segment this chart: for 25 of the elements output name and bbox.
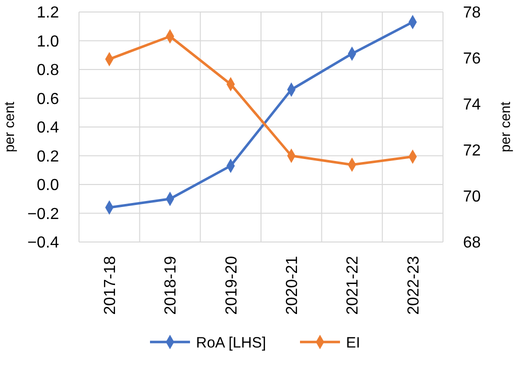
- y-tick-label: −0.4: [27, 234, 60, 252]
- text: 0.6: [36, 90, 59, 108]
- y2-tick-label: 70: [463, 188, 481, 206]
- y2-tick-label: 74: [463, 96, 481, 114]
- y2-tick-label: 76: [463, 50, 481, 68]
- y-axis-title: per cent: [1, 102, 17, 152]
- y-tick-label: −0.2: [27, 206, 60, 223]
- legend-label: RoA [LHS]: [196, 334, 266, 352]
- x-tick-label: 2019-20: [223, 256, 240, 315]
- x-tick-label: 2017-18: [102, 256, 119, 315]
- x-tick-label: 2022-23: [405, 256, 422, 315]
- x-tick-label: 2021-22: [344, 256, 362, 315]
- x-tick-label: 2018-19: [162, 256, 180, 315]
- legend-label: EI: [346, 334, 360, 352]
- y2-tick-label: 72: [463, 142, 481, 160]
- text: 0.2: [36, 148, 59, 166]
- x-tick-label: 2020-21: [284, 256, 301, 315]
- text: 1.2: [36, 4, 59, 22]
- text: 0.4: [36, 120, 59, 137]
- y2-tick-label: 78: [463, 4, 481, 22]
- y2-axis-title: per cent: [497, 102, 513, 152]
- y2-tick-label: 68: [463, 234, 481, 252]
- text: 1.0: [36, 33, 59, 50]
- text: 0.8: [36, 62, 59, 80]
- text: 0.0: [36, 177, 59, 194]
